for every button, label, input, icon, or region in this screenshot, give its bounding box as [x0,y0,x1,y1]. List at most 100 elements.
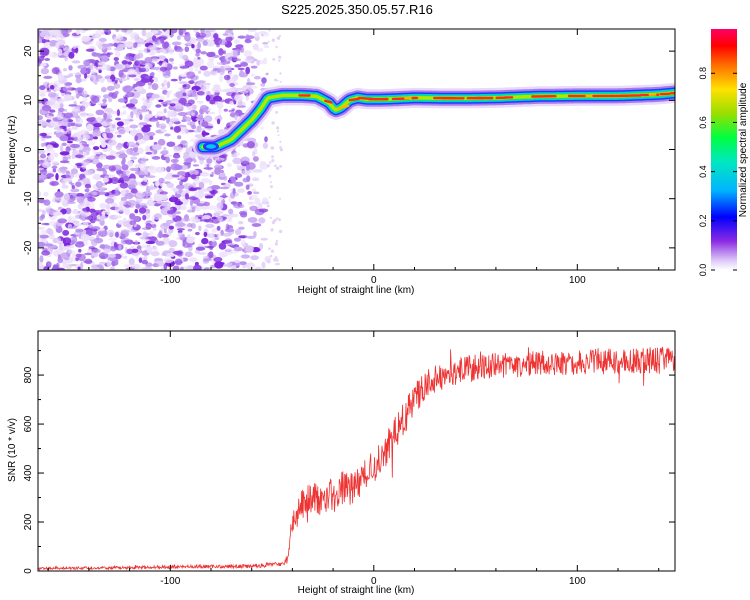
spectrogram-noise-cell [240,62,249,67]
spectrogram-noise-cell [95,40,101,47]
spectrogram-noise-cell [195,246,206,251]
spectrogram-noise-cell [225,223,230,231]
spectrogram-noise-cell [202,83,210,91]
spectrogram-noise-cell [211,238,216,243]
spectrogram-noise-cell [137,147,144,154]
spectrogram-noise-cell [218,39,228,46]
spectrogram-noise-cell [278,218,281,222]
spectrogram-noise-cell [62,85,72,92]
spectrogram-noise-cell [233,151,241,156]
spectrogram-noise-cell [176,184,185,190]
spectrogram-noise-cell [165,219,175,224]
spectrogram-y-tick-label: -20 [23,240,34,255]
spectrogram-noise-cell [267,40,270,43]
spectrogram-noise-cell [195,58,204,66]
spectrogram-noise-cell [202,40,208,47]
spectrogram-noise-cell [118,205,127,212]
spectrogram-noise-cell [89,236,95,240]
spectrogram-noise-cell [38,261,43,268]
spectrogram-noise-cell [166,166,171,173]
spectrogram-noise-cell [110,266,115,270]
spectrogram-noise-cell [176,228,185,231]
spectrogram-noise-cell [202,215,211,220]
spectrogram-noise-cell [192,164,200,167]
spectrogram-noise-cell [110,177,120,184]
spectrogram-noise-cell [151,93,160,99]
spectrogram-noise-cell [163,175,174,180]
spectrogram-noise-cell [77,64,87,70]
spectrogram-noise-cell [43,150,50,153]
spectrogram-noise-cell [263,57,268,65]
spectrogram-noise-cell [260,237,269,241]
spectrogram-noise-cell [85,48,95,52]
spectrogram-noise-cell [64,245,75,249]
spectrogram-noise-cell [49,85,55,90]
spectrogram-noise-cell [38,226,45,230]
spectrogram-noise-cell [269,161,272,164]
spectrogram-noise-cell [146,132,156,137]
spectrogram-noise-cell [218,106,222,115]
spectrogram-noise-cell [87,113,94,117]
spectrogram-ridge-blob-core [206,144,216,149]
spectrogram-noise-cell [168,240,178,248]
spectrogram-x-tick-label: -100 [160,275,180,286]
colorbar-ticks: 0.0 0.2 0.4 0.6 0.8 [698,67,737,276]
spectrogram-noise-cell [278,55,282,59]
spectrogram-noise-cell [89,201,95,209]
spectrogram-noise-cell [92,123,103,128]
spectrogram-noise-cell [219,172,226,178]
spectrogram-noise-cell [275,111,278,114]
spectrogram-noise-cell [58,245,66,252]
spectrogram-noise-cell [267,259,271,264]
spectrogram-noise-cell [234,64,242,68]
spectrogram-noise-cell [279,230,282,233]
spectrogram-noise-cell [148,118,159,122]
spectrogram-noise-cell [277,79,279,82]
spectrogram-noise-cell [197,80,205,86]
spectrogram-noise-cell [84,183,92,189]
spectrogram-noise-cell [171,194,176,202]
spectrogram-noise-cell [126,73,130,81]
spectrogram-noise-cell [106,259,112,267]
spectrogram-noise-cell [91,226,101,231]
spectrogram-noise-cell [113,242,117,248]
spectrogram-noise-cell [62,178,73,183]
spectrogram-noise-cell [114,90,119,95]
spectrogram-noise-cell [119,74,126,79]
spectrogram-noise-cell [54,152,59,158]
spectrogram-noise-cell [38,120,48,127]
spectrogram-noise-cell [134,209,139,214]
spectrogram-noise-cell [246,137,251,140]
spectrogram-noise-cell [187,151,196,157]
spectrogram-noise-cell [230,191,236,199]
spectrogram-noise-cell [108,253,116,258]
spectrogram-noise-cell [151,83,159,91]
spectrogram-noise-cell [173,102,183,110]
spectrogram-noise-cell [146,201,155,207]
colorbar-tick-label: 0.4 [698,165,708,178]
spectrogram-noise-cell [75,94,80,98]
spectrogram-noise-cell [95,109,105,116]
spectrogram-noise-cell [181,119,187,123]
spectrogram-noise-cell [164,133,171,137]
spectrogram-noise-cell [90,116,96,121]
spectrogram-noise-cell [185,71,196,79]
spectrogram-noise-cell [91,52,98,56]
spectrogram-noise-cell [66,263,72,270]
spectrogram-noise-cell [172,153,181,159]
spectrogram-noise-cell [277,134,280,137]
spectrogram-noise-cell [199,108,203,115]
spectrogram-noise-cell [113,215,123,219]
spectrogram-noise-cell [168,121,173,128]
spectrogram-noise-cell [210,185,221,190]
spectrogram-noise-cell [101,43,112,48]
spectrogram-noise-cell [117,98,127,103]
spectrogram-noise-cell [161,234,170,238]
spectrogram-noise-cell [68,73,74,77]
spectrogram-noise-cell [223,175,228,181]
spectrogram-noise-cell [269,185,273,189]
spectrogram-noise-cell [177,171,187,176]
spectrogram-noise-cell [71,60,81,64]
spectrogram-y-tick-label: 20 [23,45,34,57]
spectrogram-noise-cell [84,192,94,199]
